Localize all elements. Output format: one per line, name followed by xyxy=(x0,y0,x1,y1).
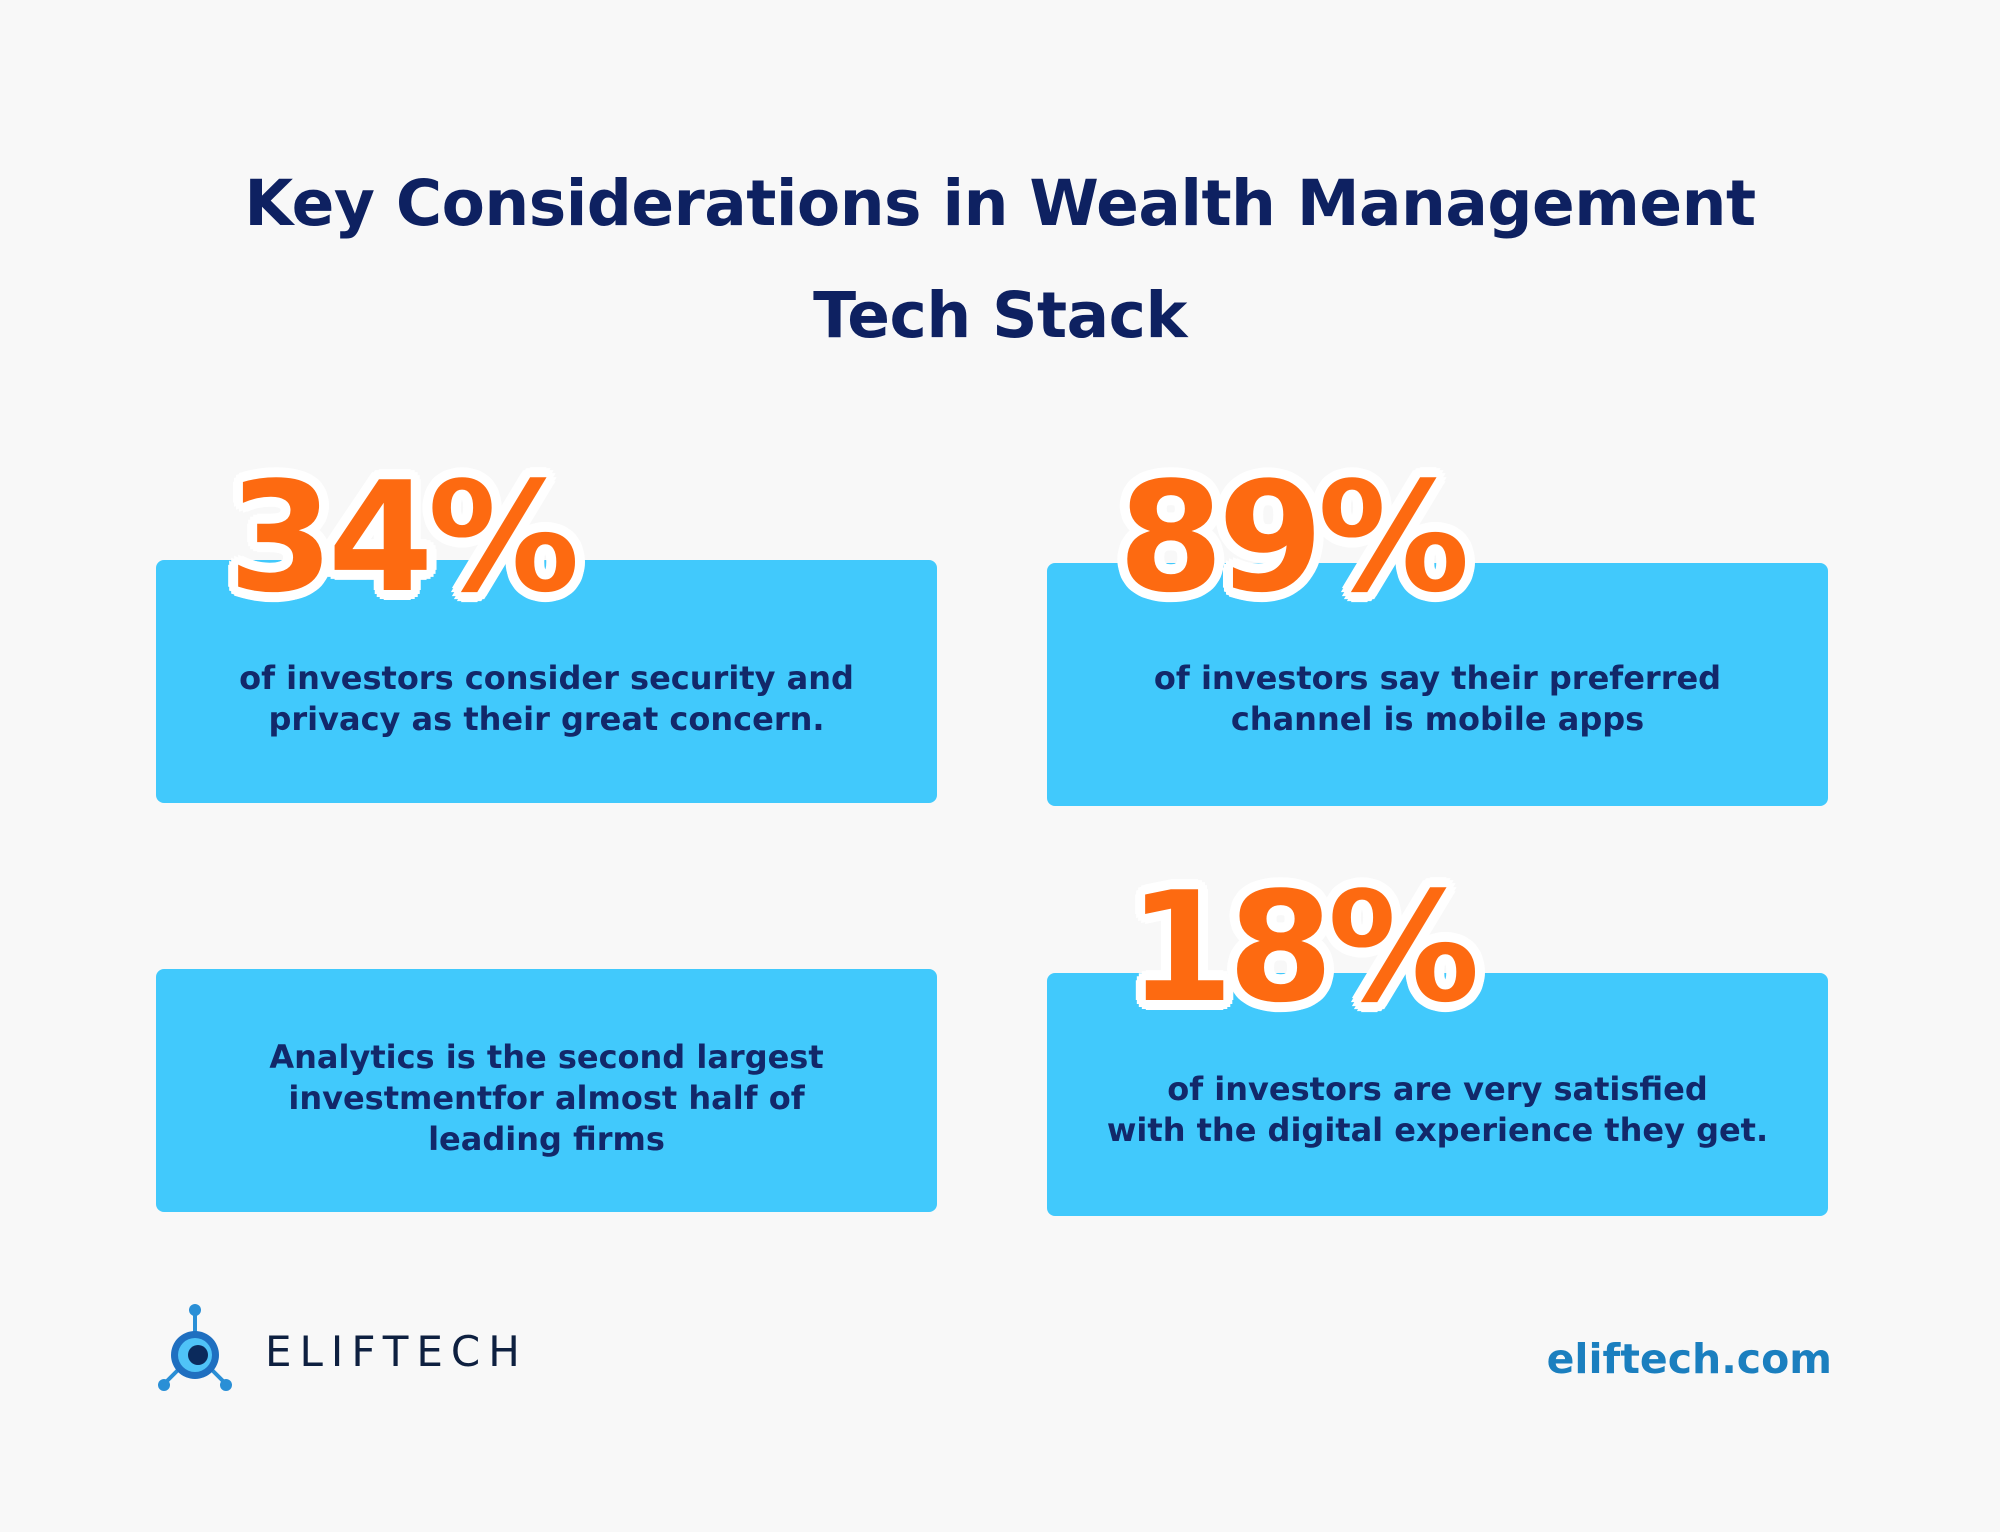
description-line: Analytics is the second largest xyxy=(269,1038,824,1076)
stat-card-description: Analytics is the second largest investme… xyxy=(156,1037,937,1160)
description-line: of investors consider security and xyxy=(239,659,854,697)
description-line: privacy as their great concern. xyxy=(268,700,825,738)
description-line: of investors say their preferred xyxy=(1153,659,1722,697)
stat-card-description: of investors consider security and priva… xyxy=(156,658,937,740)
title-line-2: Tech Stack xyxy=(813,279,1187,352)
eliftech-molecule-logo-icon xyxy=(155,1303,235,1399)
stat-card-mobile: of investors say their preferred channel… xyxy=(1047,563,1828,806)
stat-value-18: 18% xyxy=(1128,859,1480,1036)
stat-card-description: of investors are very satisfied with the… xyxy=(1047,1069,1828,1151)
logo-wordmark: ELIFTECH xyxy=(265,1326,528,1376)
stat-card-security: of investors consider security and priva… xyxy=(156,560,937,803)
stat-card-analytics: Analytics is the second largest investme… xyxy=(156,969,937,1212)
description-line: channel is mobile apps xyxy=(1230,700,1645,738)
description-line: with the digital experience they get. xyxy=(1106,1111,1769,1149)
page-title: Key Considerations in Wealth Management … xyxy=(0,148,2000,372)
eliftech-logo: ELIFTECH xyxy=(155,1303,528,1399)
website-link[interactable]: eliftech.com xyxy=(1546,1335,1832,1383)
description-line: of investors are very satisfied xyxy=(1167,1070,1708,1108)
title-line-1: Key Considerations in Wealth Management xyxy=(244,167,1756,240)
stat-card-satisfaction: of investors are very satisfied with the… xyxy=(1047,973,1828,1216)
stat-value-89: 89% xyxy=(1118,449,1470,626)
description-line: investmentfor almost half of xyxy=(288,1079,805,1117)
description-line: leading firms xyxy=(428,1120,665,1158)
stat-value-34: 34% xyxy=(228,449,580,626)
stat-card-description: of investors say their preferred channel… xyxy=(1047,658,1828,740)
